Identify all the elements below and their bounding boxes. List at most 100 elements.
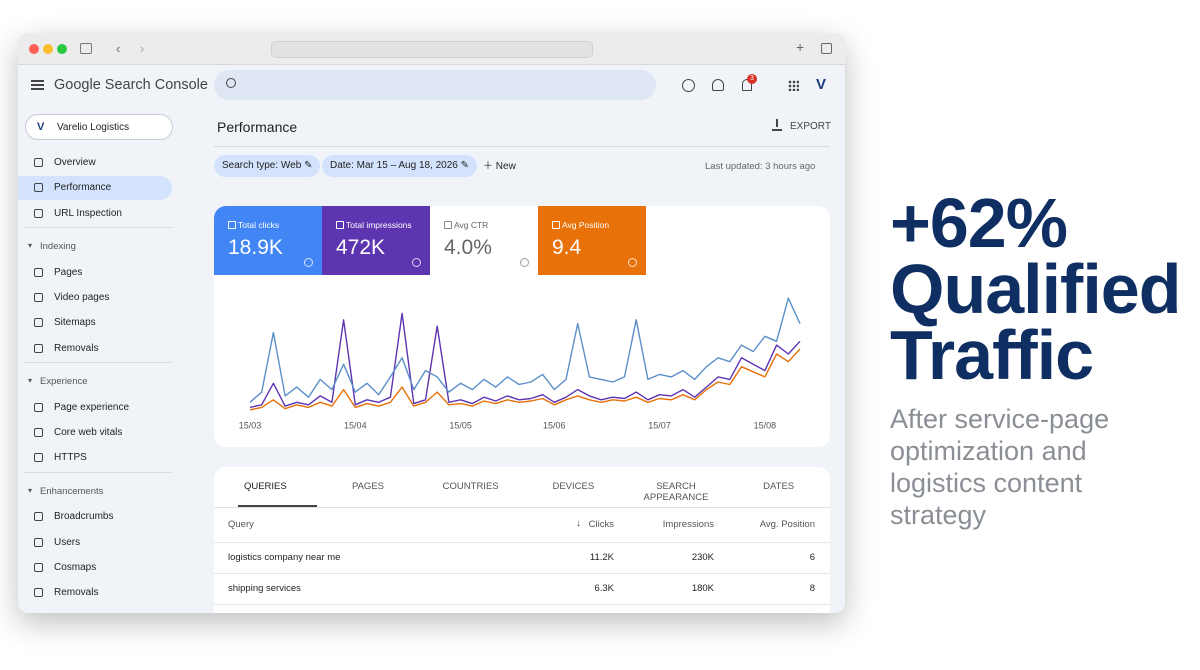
property-icon: V bbox=[37, 121, 45, 133]
table-cell: 8 bbox=[809, 583, 815, 594]
nav-item[interactable]: Cosmaps bbox=[54, 562, 97, 573]
subtitle: optimization and bbox=[890, 436, 1087, 466]
nav-group-title: Experience bbox=[40, 376, 88, 388]
table-cell: 6 bbox=[809, 552, 815, 563]
metric-tile[interactable]: Avg CTR 4.0% bbox=[430, 206, 538, 275]
x-tick-label: 15/06 bbox=[543, 420, 566, 430]
subtitle: strategy bbox=[890, 500, 987, 530]
nav-item[interactable]: Users bbox=[54, 536, 81, 548]
metric-checkbox bbox=[228, 221, 236, 229]
metric-checkbox bbox=[444, 221, 452, 229]
help-icon bbox=[304, 258, 313, 267]
nav-item[interactable]: URL Inspection bbox=[54, 207, 122, 219]
nav-icon bbox=[34, 428, 43, 437]
help-icon bbox=[520, 258, 529, 267]
close-button[interactable] bbox=[29, 44, 39, 54]
column-header: Impressions bbox=[662, 519, 714, 530]
nav-icon bbox=[34, 588, 43, 598]
nav-item[interactable]: Pages bbox=[54, 266, 83, 278]
nav-item[interactable]: Page experience bbox=[54, 401, 130, 413]
table-cell: logistics company near me bbox=[228, 552, 341, 563]
divider bbox=[214, 507, 830, 508]
x-tick-label: 15/05 bbox=[449, 420, 472, 430]
chevron: ▾ bbox=[28, 376, 33, 386]
help-icon bbox=[628, 258, 637, 267]
browser-toolbar: ‹ › + bbox=[18, 33, 845, 65]
nav-item[interactable]: Broadcrumbs bbox=[54, 511, 114, 523]
search-bar[interactable] bbox=[214, 70, 656, 100]
metric-label: Total clicks bbox=[238, 220, 280, 230]
nav-icon bbox=[34, 267, 43, 277]
table-cell: 6.3K bbox=[594, 583, 614, 594]
back-button[interactable]: ‹ bbox=[116, 41, 121, 56]
column-header: Clicks bbox=[588, 519, 614, 530]
tab[interactable]: COUNTRIES bbox=[442, 481, 499, 492]
filter-chip[interactable]: Date: Mar 15 – Aug 18, 2026 ✎ bbox=[322, 155, 478, 177]
menu-button[interactable] bbox=[31, 80, 44, 90]
metric-checkbox bbox=[336, 221, 344, 229]
zoom-button[interactable] bbox=[57, 44, 67, 54]
new-tab-button[interactable]: + bbox=[796, 39, 805, 55]
nav-item[interactable]: Removals bbox=[54, 587, 99, 599]
product-name: Google Search Console bbox=[54, 77, 208, 93]
metric-tile[interactable]: Total impressions 472K bbox=[322, 206, 430, 275]
nav-icon bbox=[34, 318, 43, 328]
apps-button[interactable] bbox=[788, 80, 799, 91]
nav-item[interactable]: Video pages bbox=[54, 292, 110, 303]
nav-group-title: Indexing bbox=[40, 241, 76, 253]
tabs-button[interactable] bbox=[821, 43, 832, 54]
subtitle: logistics content bbox=[890, 468, 1083, 498]
line-series bbox=[249, 297, 801, 403]
users-button[interactable] bbox=[712, 79, 724, 91]
metric-value: 4.0% bbox=[444, 236, 492, 259]
table-cell: shipping services bbox=[228, 583, 301, 594]
new-filter-label: New bbox=[495, 161, 516, 172]
page-title: Performance bbox=[217, 119, 298, 135]
tab[interactable]: DATES bbox=[763, 481, 795, 492]
nav-icon bbox=[34, 293, 43, 302]
x-tick-label: 15/07 bbox=[648, 420, 671, 430]
nav-item[interactable]: Overview bbox=[54, 157, 96, 168]
metric-label: Avg Position bbox=[562, 220, 610, 230]
nav-item[interactable]: HTTPS bbox=[54, 452, 87, 464]
headline: Traffic bbox=[890, 316, 1094, 394]
property-selector[interactable]: V Varelio Logistics bbox=[25, 114, 173, 140]
x-tick-label: 15/08 bbox=[754, 420, 777, 430]
headline: +62% bbox=[890, 184, 1068, 262]
metric-tile[interactable]: Avg Position 9.4 bbox=[538, 206, 646, 275]
export-button[interactable]: EXPORT bbox=[790, 121, 831, 132]
tab[interactable]: SEARCH APPEARANCE bbox=[643, 481, 709, 503]
row-divider bbox=[214, 542, 830, 543]
nav-icon bbox=[34, 512, 43, 522]
nav-item[interactable]: Core web vitals bbox=[54, 427, 123, 438]
new-filter-button[interactable]: ＋ New bbox=[483, 161, 516, 172]
tab[interactable]: QUERIES bbox=[243, 481, 287, 492]
nav-group-title: Enhancements bbox=[40, 485, 104, 497]
active-nav-pill bbox=[18, 176, 172, 201]
nav-item[interactable]: Removals bbox=[54, 342, 99, 354]
minimize-button[interactable] bbox=[43, 44, 53, 54]
address-bar[interactable] bbox=[271, 41, 593, 58]
performance-card: 15/03 15/04 15/05 15/06 15/07 15/08 Total cli… bbox=[214, 206, 830, 447]
sort-arrow: ↓ bbox=[576, 518, 581, 529]
chart: 15/03 15/04 15/05 15/06 15/07 15/08 bbox=[239, 297, 801, 430]
nav-item[interactable]: Sitemaps bbox=[54, 317, 96, 329]
nav-icon bbox=[34, 563, 43, 572]
sidebar-toggle[interactable] bbox=[80, 43, 92, 54]
filter-chip[interactable]: Search type: Web ✎ bbox=[214, 155, 321, 177]
metric-tile[interactable]: Total clicks 18.9K bbox=[214, 206, 322, 275]
x-tick-label: 15/03 bbox=[239, 420, 262, 430]
tab[interactable]: PAGES bbox=[351, 481, 384, 492]
line-series bbox=[249, 312, 801, 409]
forward-button[interactable]: › bbox=[140, 41, 145, 56]
nav-icon bbox=[34, 537, 43, 547]
tab[interactable]: DEVICES bbox=[552, 481, 595, 492]
nav-item[interactable]: Performance bbox=[54, 182, 112, 194]
column-header: Query bbox=[228, 519, 254, 530]
help-button[interactable] bbox=[682, 79, 695, 92]
account-avatar[interactable]: V bbox=[816, 76, 827, 93]
table-cell: 180K bbox=[691, 583, 714, 594]
divider bbox=[24, 227, 172, 229]
metric-checkbox bbox=[552, 221, 560, 229]
